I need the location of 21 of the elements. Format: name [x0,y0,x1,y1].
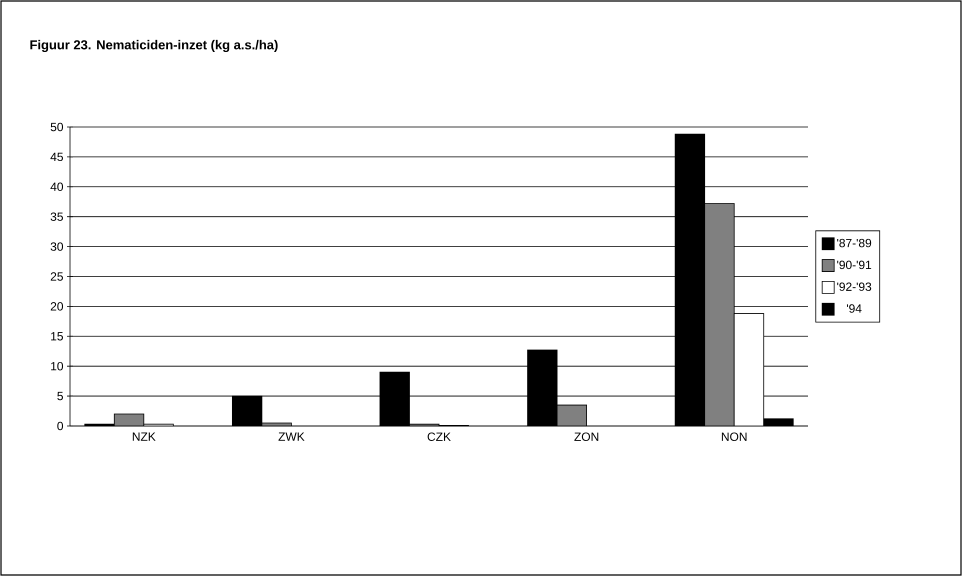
legend-label: '90-'91 [837,260,872,270]
y-tick-label: 15 [51,332,63,340]
legend-label: '94 [846,304,862,313]
y-tick-label: 10 [51,362,64,370]
y-tick-label: 35 [50,212,63,221]
x-tick-label: ZWK [278,432,305,441]
x-tick-label: NON [722,432,747,441]
y-tick-label: 0 [57,422,64,430]
legend-label: '92-'93 [837,282,872,291]
x-tick-label: NZK [132,432,156,441]
legend-label: '87-'89 [837,238,872,248]
y-tick-label: 40 [50,182,64,192]
y-tick-label: 45 [50,152,63,162]
y-tick-label: 50 [50,122,64,132]
x-tick-label: ZON [574,432,598,441]
y-tick-label: 5 [57,392,63,400]
y-tick-label: 20 [50,302,64,311]
x-tick-label: CZK [428,432,451,441]
y-tick-label: 30 [50,242,64,251]
chart-title: Figuur 23. Nematiciden-inzet (kg a.s./ha) [30,40,278,52]
y-tick-label: 25 [50,272,63,281]
